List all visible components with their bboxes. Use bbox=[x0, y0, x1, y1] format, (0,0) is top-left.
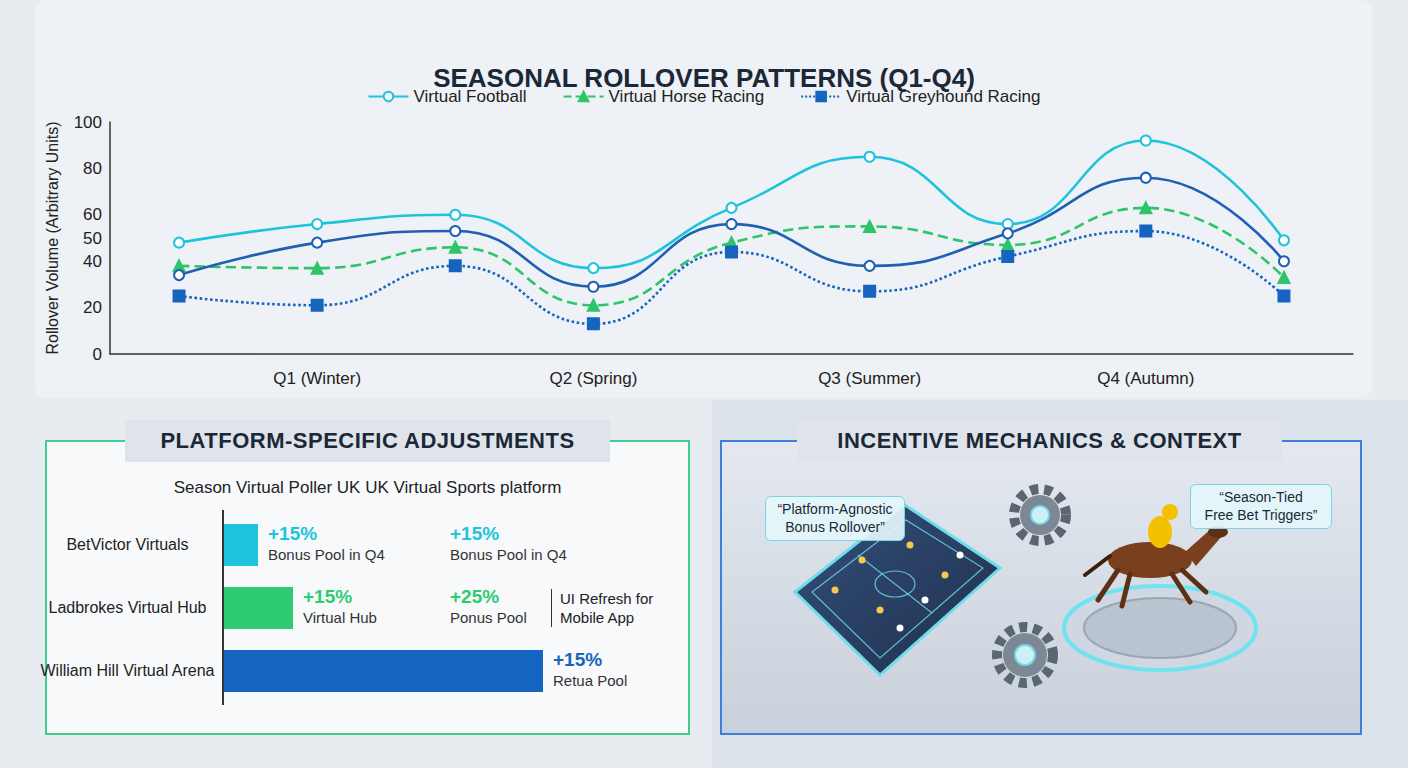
svg-text:Virtual Football: Virtual Football bbox=[413, 87, 527, 106]
svg-text:0: 0 bbox=[93, 345, 102, 364]
html-text:+15%: +15% bbox=[268, 523, 318, 544]
svg-text:50: 50 bbox=[83, 229, 102, 248]
html-text:Retua Pool: Retua Pool bbox=[553, 672, 628, 689]
svg-text:Q4 (Autumn): Q4 (Autumn) bbox=[1097, 369, 1194, 388]
svg-text:Rollover Volume (Arbitrary Uni: Rollover Volume (Arbitrary Units) bbox=[44, 122, 61, 355]
html-text:Bonus Pool in Q4: Bonus Pool in Q4 bbox=[268, 546, 385, 563]
html-text:+15%: +15% bbox=[553, 649, 603, 670]
svg-text:Q3 (Summer): Q3 (Summer) bbox=[818, 369, 921, 388]
html-text:UI Refresh for Mobile App: UI Refresh for Mobile App bbox=[560, 590, 654, 626]
html-text:William Hill Virtual Arena: William Hill Virtual Arena bbox=[40, 662, 215, 680]
svg-text:Virtual Horse Racing: Virtual Horse Racing bbox=[608, 87, 765, 106]
html-text:+15%: +15% bbox=[303, 586, 353, 607]
html-text:“Platform-Agnostic Bonus Rollo: “Platform-Agnostic Bonus Rollover” bbox=[777, 501, 893, 535]
svg-text:20: 20 bbox=[83, 298, 102, 317]
svg-text:40: 40 bbox=[83, 252, 102, 271]
svg-text:Q1 (Winter): Q1 (Winter) bbox=[273, 369, 361, 388]
html-text:PLATFORM-SPECIFIC ADJUSTMENTS: PLATFORM-SPECIFIC ADJUSTMENTS bbox=[160, 428, 575, 453]
svg-text:80: 80 bbox=[83, 159, 102, 178]
html-text:“Season-Tied Free Bet Triggers: “Season-Tied Free Bet Triggers” bbox=[1204, 489, 1318, 523]
svg-text:60: 60 bbox=[83, 205, 102, 224]
svg-text:SEASONAL ROLLOVER PATTERNS (Q1: SEASONAL ROLLOVER PATTERNS (Q1-Q4) bbox=[433, 63, 975, 93]
html-text:+25%: +25% bbox=[450, 586, 500, 607]
html-text:Ladbrokes Virtual Hub: Ladbrokes Virtual Hub bbox=[48, 599, 207, 617]
html-text:Ponus Pool: Ponus Pool bbox=[450, 609, 527, 626]
html-text:BetVictor Virtuals: BetVictor Virtuals bbox=[66, 536, 189, 554]
svg-text:Q2 (Spring): Q2 (Spring) bbox=[549, 369, 637, 388]
html-text:Virtual Hub: Virtual Hub bbox=[303, 609, 377, 626]
svg-text:Virtual Greyhound Racing: Virtual Greyhound Racing bbox=[846, 87, 1041, 106]
html-text:INCENTIVE MECHANICS & CONTEXT: INCENTIVE MECHANICS & CONTEXT bbox=[837, 428, 1242, 453]
html-text:+15%: +15% bbox=[450, 523, 500, 544]
html-text:Bonus Pool in Q4: Bonus Pool in Q4 bbox=[450, 546, 567, 563]
html-text:Season Virtual Poller UK UK Vi: Season Virtual Poller UK UK Virtual Spor… bbox=[173, 478, 562, 497]
svg-text:100: 100 bbox=[74, 113, 102, 132]
